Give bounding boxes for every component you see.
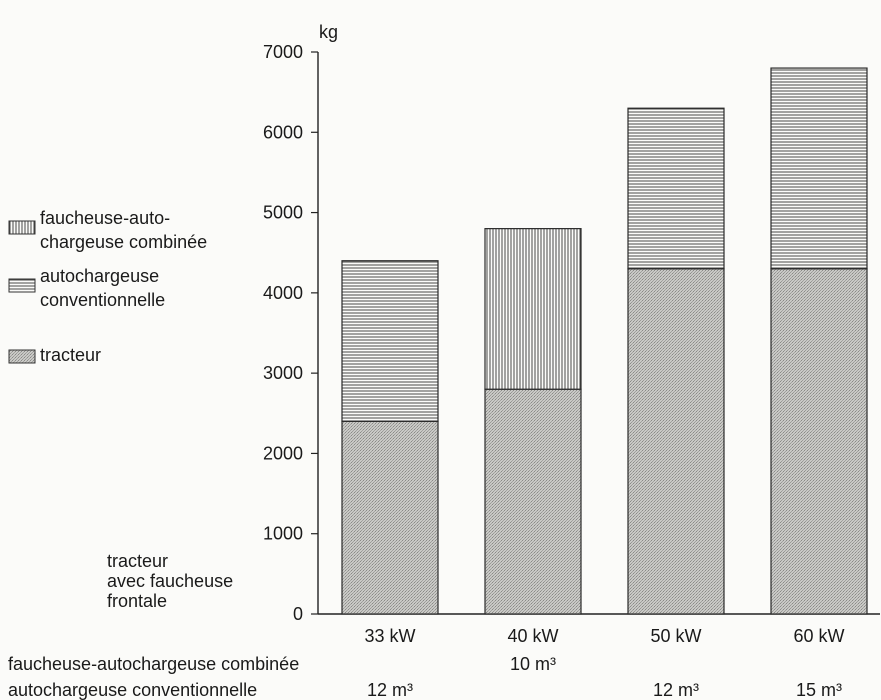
legend-swatch-conv	[8, 278, 36, 293]
bottom-annotation-rows: faucheuse-autochargeuse combinée autocha…	[8, 654, 842, 700]
legend-label-tracteur: tracteur	[40, 345, 101, 365]
bar-segment-tracteur	[627, 268, 725, 615]
tractor-note-line: avec faucheuse	[107, 571, 233, 591]
bar-segment-conv	[341, 260, 439, 422]
row-conventional-value: 15 m³	[796, 680, 842, 700]
legend-swatch-comb	[8, 220, 36, 235]
bar-segment-tracteur	[770, 268, 868, 615]
y-tick-label: 2000	[263, 443, 303, 463]
legend-label-comb: chargeuse combinée	[40, 232, 207, 252]
tractor-note-line: tracteur	[107, 551, 168, 571]
row-label-combined: faucheuse-autochargeuse combinée	[8, 654, 299, 674]
bar-segment-conv	[627, 107, 725, 270]
y-tick-label: 1000	[263, 524, 303, 544]
row-conventional-value: 12 m³	[653, 680, 699, 700]
y-axis-unit-label: kg	[319, 22, 338, 42]
y-tick-label: 3000	[263, 363, 303, 383]
x-tick-label: 40 kW	[507, 626, 558, 646]
y-tick-label: 4000	[263, 283, 303, 303]
bar-segment-tracteur	[484, 388, 582, 615]
row-label-conventional: autochargeuse conventionnelle	[8, 680, 257, 700]
legend-label-comb: faucheuse-auto-	[40, 208, 170, 228]
legend: faucheuse-auto-chargeuse combinée autocha…	[8, 208, 207, 365]
x-tick-label: 33 kW	[364, 626, 415, 646]
y-axis: kg 0 1000 2000 3000 4000 5000 6000 7000	[263, 22, 880, 624]
bars	[341, 67, 868, 615]
bar-segment-comb	[484, 228, 582, 390]
x-tick-label: 60 kW	[793, 626, 844, 646]
tractor-note-line: frontale	[107, 591, 167, 611]
bar-segment-tracteur	[341, 420, 439, 615]
legend-label-conv: conventionnelle	[40, 290, 165, 310]
x-axis-tick-labels: 33 kW 40 kW 50 kW 60 kW	[364, 626, 844, 646]
y-tick-label: 6000	[263, 122, 303, 142]
y-tick-label: 0	[293, 604, 303, 624]
row-combined-value: 10 m³	[510, 654, 556, 674]
y-tick-label: 5000	[263, 203, 303, 223]
legend-swatch-tracteur	[8, 349, 36, 364]
x-tick-label: 50 kW	[650, 626, 701, 646]
legend-label-conv: autochargeuse	[40, 266, 159, 286]
row-conventional-value: 12 m³	[367, 680, 413, 700]
y-tick-label: 7000	[263, 42, 303, 62]
bar-segment-conv	[770, 67, 868, 270]
